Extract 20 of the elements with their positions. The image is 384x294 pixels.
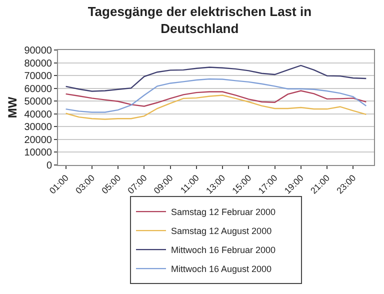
y-tick-label: 70000 [24,71,52,82]
line-series [65,64,367,92]
y-tick-label: 30000 [24,122,52,134]
legend-label: Mittwoch 16 August 2000 [171,264,272,274]
y-axis-title: MW [5,96,20,118]
y-tick-label: 0 [46,160,52,172]
line-series [65,94,367,120]
y-tick-label: 80000 [24,58,52,70]
y-tick-label: 60000 [24,84,52,95]
y-tick-label: 10000 [24,148,52,159]
y-tick-label: 20000 [24,134,52,146]
y-tick-label: 40000 [24,109,52,120]
y-tick-label: 50000 [24,96,52,108]
legend-label: Samstag 12 August 2000 [171,226,272,236]
legend-label: Mittwoch 16 Februar 2000 [171,245,276,256]
chart-title: Tagesgänge der elektrischen Last in Deutschland [88,4,312,36]
y-tick-label: 90000 [24,46,52,56]
line-series [65,78,367,113]
line-series [65,90,367,107]
legend-label: Samstag 12 Februar 2000 [171,207,276,218]
